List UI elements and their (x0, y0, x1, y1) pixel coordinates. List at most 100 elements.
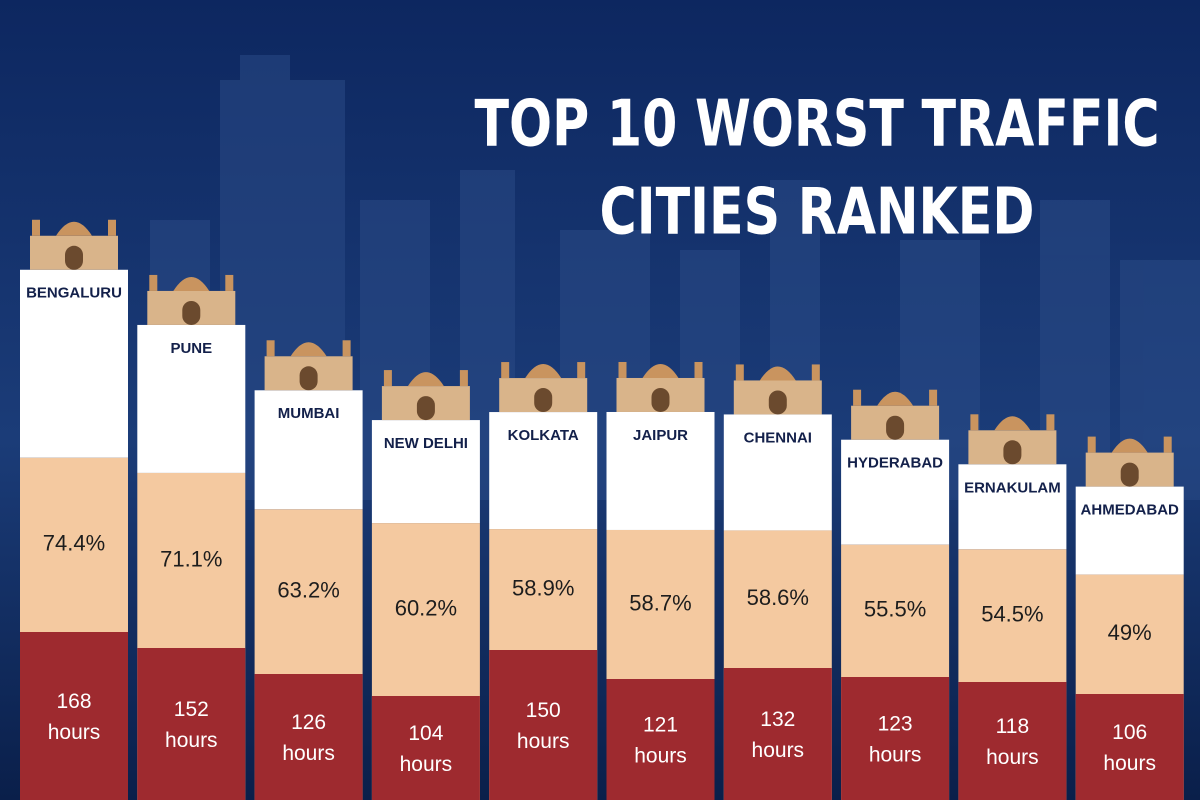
landmark-tower (735, 364, 744, 381)
landmark-dome (642, 363, 679, 378)
landmark-icon (733, 364, 822, 415)
landmark-icon (616, 361, 705, 412)
value-label: 168 hours (48, 690, 101, 744)
landmark-icon (381, 370, 470, 421)
value-label: 55.5% (864, 597, 926, 622)
bar-segment (371, 696, 480, 800)
value-label: 60.2% (395, 595, 457, 620)
city-label: CHENNAI (744, 429, 812, 446)
landmark-tower (459, 370, 468, 387)
landmark-door (651, 387, 670, 412)
column-cap (723, 414, 832, 531)
value-label: 71.1% (160, 546, 222, 571)
bar-segment (254, 674, 363, 800)
value-label: 126 hours (282, 711, 335, 765)
landmark-icon (851, 389, 940, 440)
landmark-door (182, 300, 201, 325)
title-line: TOP 10 WORST TRAFFIC (475, 88, 1160, 162)
city-label: HYDERABAD (847, 455, 943, 472)
landmark-tower (225, 274, 234, 291)
landmark-tower (853, 389, 862, 406)
landmark-icon (30, 219, 118, 270)
value-label: 49% (1108, 620, 1152, 645)
landmark-icon (1085, 436, 1174, 487)
value-label: 58.9% (512, 575, 574, 600)
bar-segment (489, 650, 598, 800)
landmark-tower (108, 219, 116, 236)
value-label: 150 hours (517, 699, 570, 753)
landmark-tower (501, 362, 510, 379)
landmark-icon (968, 414, 1057, 465)
landmark-dome (407, 372, 444, 387)
landmark-door (416, 396, 435, 421)
landmark-tower (929, 389, 938, 406)
column-cap (1075, 486, 1184, 575)
city-label: MUMBAI (278, 405, 340, 422)
value-label: 74.4% (43, 531, 105, 556)
landmark-dome (173, 276, 210, 291)
landmark-tower (811, 364, 820, 381)
landmark-icon (499, 362, 588, 413)
landmark-door (1120, 462, 1139, 487)
value-label: 63.2% (277, 577, 339, 602)
bar-segment (20, 632, 128, 800)
landmark-door (299, 366, 318, 391)
bar-segment (723, 668, 832, 800)
column-cap (489, 412, 598, 530)
city-label: AHMEDABAD (1081, 502, 1179, 519)
value-label: 58.6% (747, 585, 809, 610)
value-label: 104 hours (400, 722, 453, 776)
bar-segment (606, 679, 715, 800)
city-label: PUNE (170, 340, 212, 357)
bar-segment (958, 682, 1067, 800)
value-label: 152 hours (165, 698, 218, 752)
bar-segment (841, 677, 950, 800)
column-cap (371, 420, 480, 524)
city-label: KOLKATA (508, 427, 579, 444)
value-label: 118 hours (986, 715, 1039, 769)
landmark-tower (342, 340, 351, 357)
column-cap (958, 464, 1067, 550)
landmark-dome (759, 366, 796, 381)
value-label: 121 hours (634, 713, 687, 767)
column-cap (841, 439, 950, 545)
column-cap (254, 390, 363, 510)
landmark-tower (1087, 436, 1096, 453)
city-label: NEW DELHI (384, 435, 468, 452)
city-label: BENGALURU (26, 285, 122, 302)
bar-segment (1075, 694, 1184, 800)
landmark-tower (577, 362, 586, 379)
landmark-tower (383, 370, 392, 387)
landmark-dome (1111, 438, 1148, 453)
landmark-tower (1163, 436, 1172, 453)
landmark-tower (149, 274, 158, 291)
landmark-door (886, 415, 905, 440)
landmark-tower (32, 219, 40, 236)
city-label: ERNAKULAM (964, 479, 1061, 496)
column-cap (606, 411, 715, 530)
landmark-dome (877, 391, 914, 406)
landmark-dome (56, 221, 92, 236)
landmark-icon (147, 274, 236, 325)
value-label: 106 hours (1103, 721, 1156, 775)
landmark-dome (525, 364, 562, 379)
landmark-icon (264, 340, 353, 391)
landmark-door (1003, 440, 1022, 465)
landmark-tower (266, 340, 275, 357)
value-label: 54.5% (981, 601, 1043, 626)
landmark-door (534, 388, 553, 413)
bar-segment (137, 648, 246, 800)
landmark-tower (694, 361, 703, 378)
value-label: 58.7% (629, 590, 691, 615)
landmark-dome (994, 416, 1031, 431)
title-line: CITIES RANKED (600, 176, 1035, 250)
landmark-door (65, 245, 83, 270)
landmark-tower (618, 361, 627, 378)
column-cap (20, 269, 128, 458)
city-label: JAIPUR (633, 427, 688, 444)
column-cap (137, 324, 246, 473)
landmark-tower (1046, 414, 1055, 431)
landmark-tower (970, 414, 979, 431)
